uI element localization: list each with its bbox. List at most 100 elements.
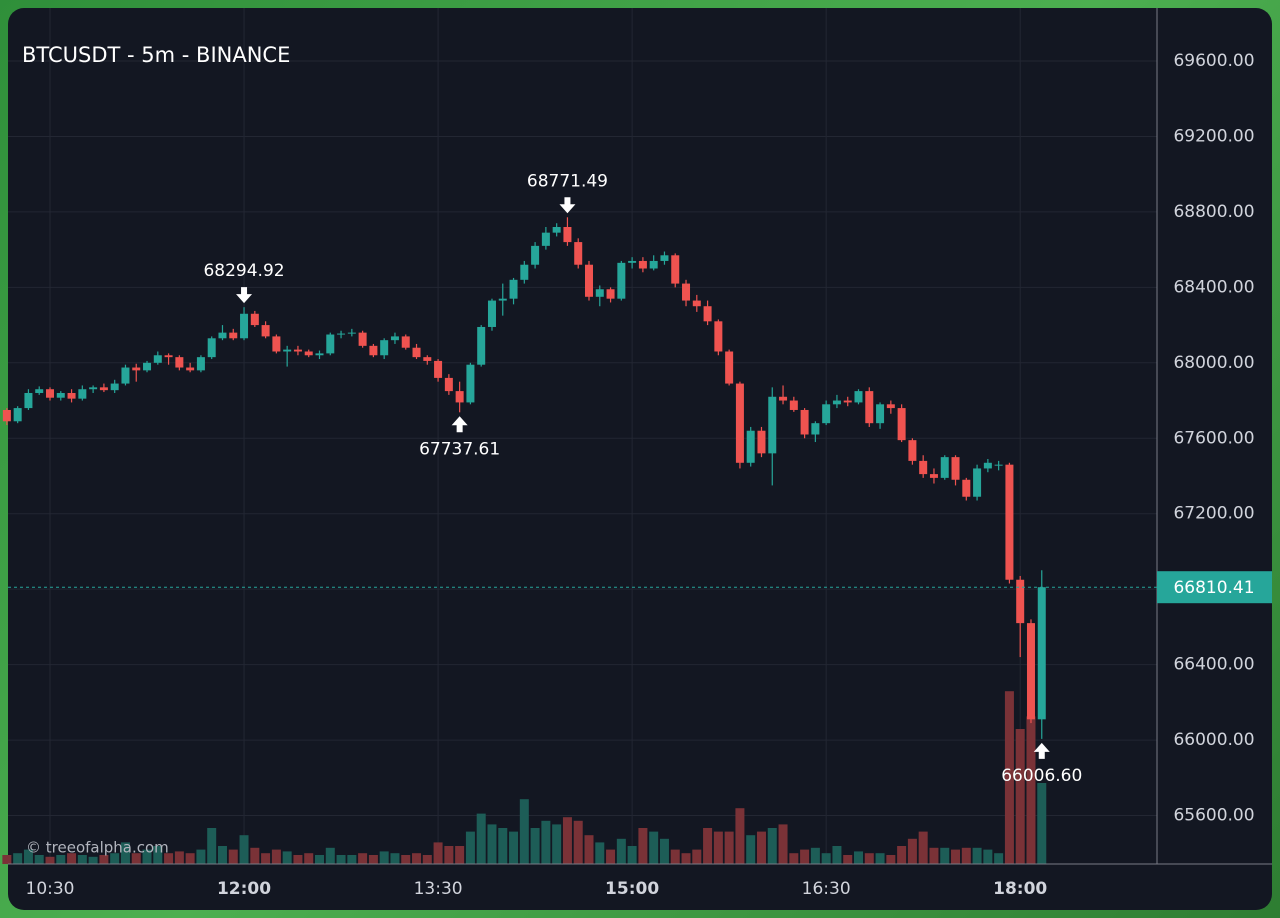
candle-body (1016, 579, 1025, 624)
volume-bar (261, 853, 271, 864)
volume-bar (767, 828, 777, 864)
volume-bar (832, 846, 842, 864)
volume-bar (455, 846, 465, 864)
candle-body (725, 351, 734, 384)
x-tick-label: 13:30 (414, 879, 463, 899)
candle-body (520, 264, 529, 280)
annotation-label: 66006.60 (1001, 766, 1082, 786)
candle-body (2, 409, 11, 422)
volume-bar (1004, 691, 1014, 864)
candle-body (434, 360, 443, 378)
volume-bar (433, 842, 443, 864)
candle-body (854, 391, 863, 403)
volume-bar (325, 847, 335, 864)
volume-bar (88, 856, 98, 864)
volume-bar (23, 849, 33, 864)
candle-body (962, 479, 971, 497)
volume-bar (541, 820, 551, 864)
volume-bar (854, 851, 863, 864)
candle-body (865, 391, 874, 424)
annotation-arrow (559, 197, 576, 214)
candle-body (714, 321, 723, 352)
candle-body (455, 391, 464, 403)
candle-body (1005, 464, 1014, 580)
volume-bar (951, 849, 961, 864)
volume-bar (681, 853, 691, 864)
volume-bar (239, 835, 249, 864)
volume-bar (304, 853, 314, 864)
candle-body (498, 298, 507, 301)
volume-bar (670, 849, 680, 864)
chart-title: BTCUSDT - 5m - BINANCE (22, 43, 290, 67)
annotation-label: 67737.61 (419, 439, 500, 459)
candle-body (477, 326, 486, 365)
watermark: © treeofalpha.com (26, 839, 169, 857)
candle-body (692, 300, 701, 307)
candle-body (186, 367, 195, 371)
candle-body (347, 332, 356, 334)
candle-body (304, 351, 313, 356)
volume-bar (185, 853, 195, 864)
candle-body (1037, 587, 1046, 720)
volume-bar (271, 849, 281, 864)
candle-body (973, 468, 982, 497)
candle-body (983, 462, 992, 469)
candle-body (994, 464, 1003, 466)
y-tick-label: 65600.00 (1173, 806, 1254, 826)
candle-body (487, 300, 496, 327)
candle-body (358, 332, 367, 346)
candle-body (293, 349, 302, 352)
candle-body (99, 387, 108, 391)
candle-body (768, 396, 777, 454)
y-tick-label: 66000.00 (1173, 730, 1254, 750)
candle-body (78, 389, 87, 399)
last-price-label: 66810.41 (1173, 578, 1254, 598)
candle-body (574, 242, 583, 265)
volume-bar (606, 849, 616, 864)
candle-body (143, 362, 152, 371)
volume-bar (228, 849, 238, 864)
candle-body (595, 289, 604, 297)
volume-bar (444, 846, 454, 864)
candle-body (121, 367, 130, 384)
candle-body (24, 392, 33, 409)
annotation-arrow (1033, 742, 1050, 759)
volume-bar (821, 853, 831, 864)
volume-bar (401, 855, 411, 864)
candle-body (876, 404, 885, 424)
volume-bar (897, 846, 907, 864)
candle-body (207, 338, 216, 358)
volume-bar (315, 855, 324, 864)
candle-body (132, 367, 141, 371)
volume-bar (875, 853, 885, 864)
candle-body (811, 423, 820, 435)
candle-body (660, 255, 669, 261)
candle-body (606, 289, 615, 299)
candle-body (110, 383, 119, 391)
volume-bar (1026, 716, 1036, 864)
volume-bar (509, 831, 519, 864)
candle-body (401, 336, 410, 348)
panel (8, 8, 1272, 910)
candle-body (240, 313, 249, 339)
x-tick-label: 12:00 (217, 879, 271, 899)
y-tick-label: 68800.00 (1173, 202, 1254, 222)
volume-bar (994, 853, 1004, 864)
volume-bar (164, 853, 174, 864)
candle-body (466, 364, 475, 403)
candle-body (164, 355, 173, 358)
x-tick-label: 15:00 (605, 879, 659, 899)
volume-bar (56, 855, 66, 864)
volume-bar (616, 838, 626, 864)
volume-bar (595, 842, 605, 864)
volume-bar (67, 853, 77, 864)
volume-bar (907, 838, 917, 864)
volume-bar (207, 828, 217, 864)
volume-bar (530, 828, 540, 864)
candle-body (261, 325, 270, 337)
volume-bar (800, 849, 810, 864)
annotation-arrow (451, 416, 468, 433)
candle-body (951, 457, 960, 480)
